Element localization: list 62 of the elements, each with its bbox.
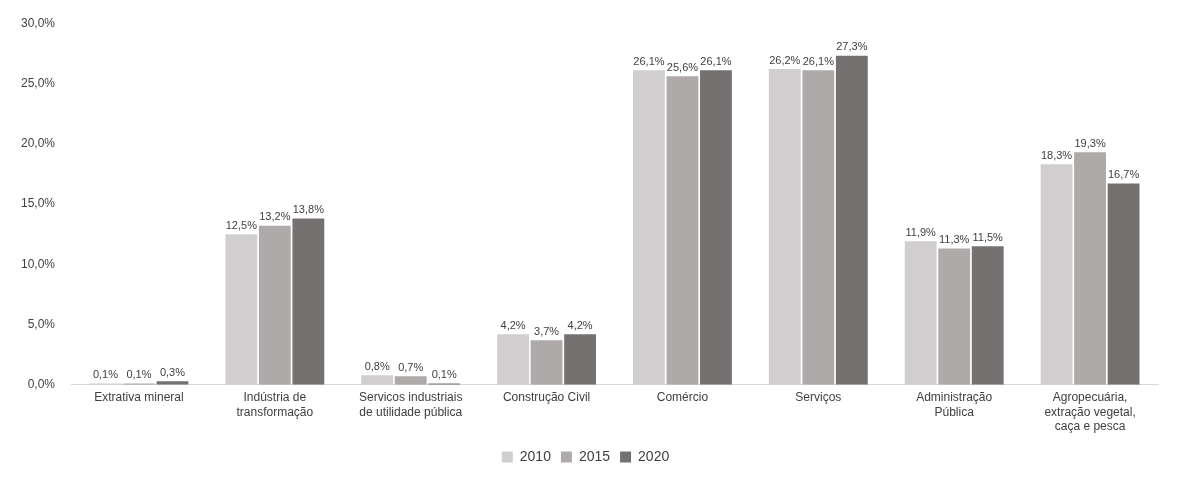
legend-label: 2015 [578, 447, 611, 464]
data-label: 3,7% [534, 324, 560, 337]
data-label: 18,3% [1040, 148, 1073, 161]
bar [768, 69, 801, 385]
data-label: 0,7% [398, 360, 424, 373]
data-label: 11,9% [905, 225, 937, 238]
data-label: 26,1% [802, 54, 835, 67]
x-tick-label: Comércio [656, 390, 709, 405]
data-label: 25,6% [666, 60, 699, 73]
bar [1040, 164, 1073, 385]
bar [666, 76, 699, 385]
bar [1074, 152, 1106, 385]
bar [394, 376, 427, 385]
y-tick-label: 0,0% [27, 377, 56, 392]
bar [700, 70, 732, 385]
data-label: 26,1% [633, 54, 665, 67]
y-tick-label: 30,0% [20, 15, 56, 30]
data-label: 4,2% [567, 318, 593, 331]
y-tick-label: 10,0% [20, 256, 56, 271]
bar [835, 55, 868, 385]
bar [497, 334, 529, 385]
x-tick-label: Construção Civil [502, 390, 591, 405]
bar [802, 70, 835, 385]
bar [258, 225, 291, 385]
legend-label: 2010 [519, 447, 552, 464]
data-label: 11,5% [972, 230, 1004, 243]
x-tick-label: Serviços [795, 390, 842, 405]
data-label: 0,1% [92, 368, 119, 381]
data-label: 19,3% [1074, 136, 1106, 149]
data-label: 0,1% [126, 368, 152, 381]
bar [292, 218, 325, 385]
data-label: 11,3% [939, 233, 970, 246]
data-label: 0,1% [431, 368, 457, 381]
y-tick-label: 25,0% [20, 75, 56, 90]
bar [633, 70, 665, 385]
bar [938, 248, 971, 385]
data-label: 16,7% [1107, 168, 1140, 181]
x-tick-label: Servicos industriais de utilidade pública [359, 390, 463, 419]
data-label: 26,1% [700, 54, 732, 67]
data-label: 13,8% [292, 203, 325, 215]
x-tick-label: Extrativa mineral [94, 390, 184, 405]
data-label: 27,3% [836, 40, 868, 53]
data-label: 0,3% [159, 365, 186, 378]
x-tick-label: Agropecuária, extração vegetal, caça e pesca [1044, 390, 1136, 434]
data-label: 4,2% [500, 318, 526, 331]
y-tick-label: 15,0% [20, 196, 56, 211]
data-label: 0,8% [364, 359, 390, 372]
data-label: 13,2% [259, 210, 291, 223]
bar [530, 340, 563, 385]
bar [971, 246, 1004, 385]
data-label: 26,2% [769, 53, 801, 66]
bar [225, 234, 258, 385]
bar [361, 375, 394, 385]
x-tick-label: Indústria de transformação [236, 390, 314, 419]
bar [564, 334, 597, 385]
y-tick-label: 20,0% [20, 136, 56, 151]
data-label: 12,5% [225, 218, 258, 231]
x-tick-label: Administração Pública [916, 390, 993, 419]
bar [1107, 183, 1140, 385]
legend-label: 2020 [638, 447, 670, 464]
bar [904, 241, 937, 385]
y-tick-label: 5,0% [27, 316, 56, 331]
